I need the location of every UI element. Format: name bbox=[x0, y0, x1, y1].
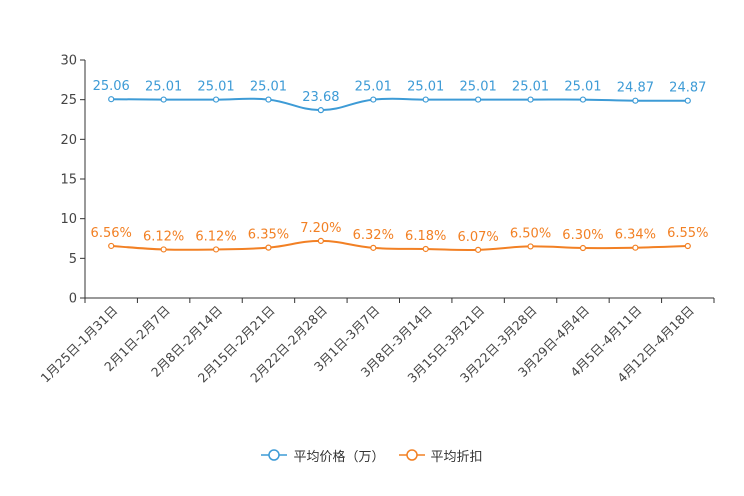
legend-line-circle-icon bbox=[398, 449, 425, 461]
data-point bbox=[265, 244, 272, 251]
data-point bbox=[370, 96, 377, 103]
data-label: 6.50% bbox=[510, 226, 551, 241]
data-label: 25.01 bbox=[407, 80, 444, 95]
data-point bbox=[475, 96, 482, 103]
axes: 0510152025301月25日-1月31日2月1日-2月7日2月8日-2月1… bbox=[38, 54, 715, 386]
data-point bbox=[265, 96, 272, 103]
y-tick-label: 0 bbox=[69, 292, 77, 307]
data-point bbox=[317, 107, 324, 114]
legend-line-circle-icon bbox=[261, 449, 288, 461]
data-point bbox=[684, 242, 691, 250]
data-point bbox=[108, 96, 115, 103]
data-point bbox=[160, 96, 167, 103]
data-label: 6.32% bbox=[353, 228, 394, 243]
data-label: 25.01 bbox=[197, 80, 234, 95]
data-label: 25.06 bbox=[93, 79, 130, 94]
data-label: 6.34% bbox=[615, 228, 656, 243]
data-point bbox=[370, 244, 377, 251]
data-label: 6.18% bbox=[405, 229, 446, 244]
legend-item-discount[interactable]: 平均折扣 bbox=[398, 446, 483, 465]
data-point bbox=[684, 97, 691, 104]
data-label: 6.35% bbox=[248, 228, 289, 243]
data-point bbox=[475, 246, 482, 253]
legend-label-discount: 平均折扣 bbox=[430, 449, 483, 465]
series-line bbox=[111, 239, 688, 251]
data-label: 25.01 bbox=[564, 80, 601, 95]
y-tick-label: 20 bbox=[60, 133, 77, 148]
data-point bbox=[632, 97, 639, 104]
data-point bbox=[422, 96, 429, 103]
data-label: 6.30% bbox=[562, 228, 603, 243]
data-label: 25.01 bbox=[355, 80, 392, 95]
data-point bbox=[422, 245, 429, 253]
legend-label-price: 平均价格（万） bbox=[293, 449, 385, 465]
series-0: 25.06 25.01 25.01 25.01 23.68 25.01 25.01 25.01… bbox=[93, 79, 706, 114]
data-point bbox=[579, 96, 587, 103]
data-label: 25.01 bbox=[250, 80, 287, 95]
y-tick-label: 30 bbox=[60, 54, 77, 69]
data-label: 25.01 bbox=[512, 80, 549, 95]
data-label: 25.01 bbox=[460, 80, 497, 95]
data-point bbox=[632, 244, 639, 251]
data-label: 6.55% bbox=[667, 226, 708, 241]
data-point bbox=[527, 96, 534, 103]
data-label: 25.01 bbox=[145, 80, 182, 95]
data-label: 6.12% bbox=[195, 229, 236, 244]
y-tick-label: 10 bbox=[60, 212, 77, 227]
data-label: 24.87 bbox=[669, 81, 706, 96]
data-point bbox=[527, 243, 534, 250]
data-label: 23.68 bbox=[302, 90, 339, 105]
series-line bbox=[111, 97, 688, 112]
data-label: 6.56% bbox=[91, 226, 132, 241]
y-tick-label: 15 bbox=[60, 173, 77, 188]
y-tick-label: 5 bbox=[69, 252, 77, 267]
series-group: 25.06 25.01 25.01 25.01 23.68 25.01 25.01 25.01… bbox=[91, 79, 708, 253]
y-tick-label: 25 bbox=[60, 93, 77, 108]
data-point bbox=[160, 246, 167, 253]
x-tick-label: 1月25日-1月31日 bbox=[38, 303, 121, 386]
data-label: 24.87 bbox=[617, 81, 654, 96]
data-label: 6.12% bbox=[143, 229, 184, 244]
data-label: 6.07% bbox=[457, 230, 498, 245]
series-1: 6.56% 6.12% 6.12% 6.35% 7.20% 6.32% 6.18% 6.07%… bbox=[91, 221, 708, 253]
data-point bbox=[212, 246, 220, 253]
legend: 平均价格（万） 平均折扣 bbox=[0, 444, 744, 466]
data-point bbox=[579, 244, 587, 252]
data-point bbox=[317, 237, 324, 244]
data-point bbox=[108, 242, 115, 250]
data-label: 7.20% bbox=[300, 221, 341, 236]
legend-item-price[interactable]: 平均价格（万） bbox=[261, 446, 385, 465]
data-point bbox=[212, 96, 220, 103]
